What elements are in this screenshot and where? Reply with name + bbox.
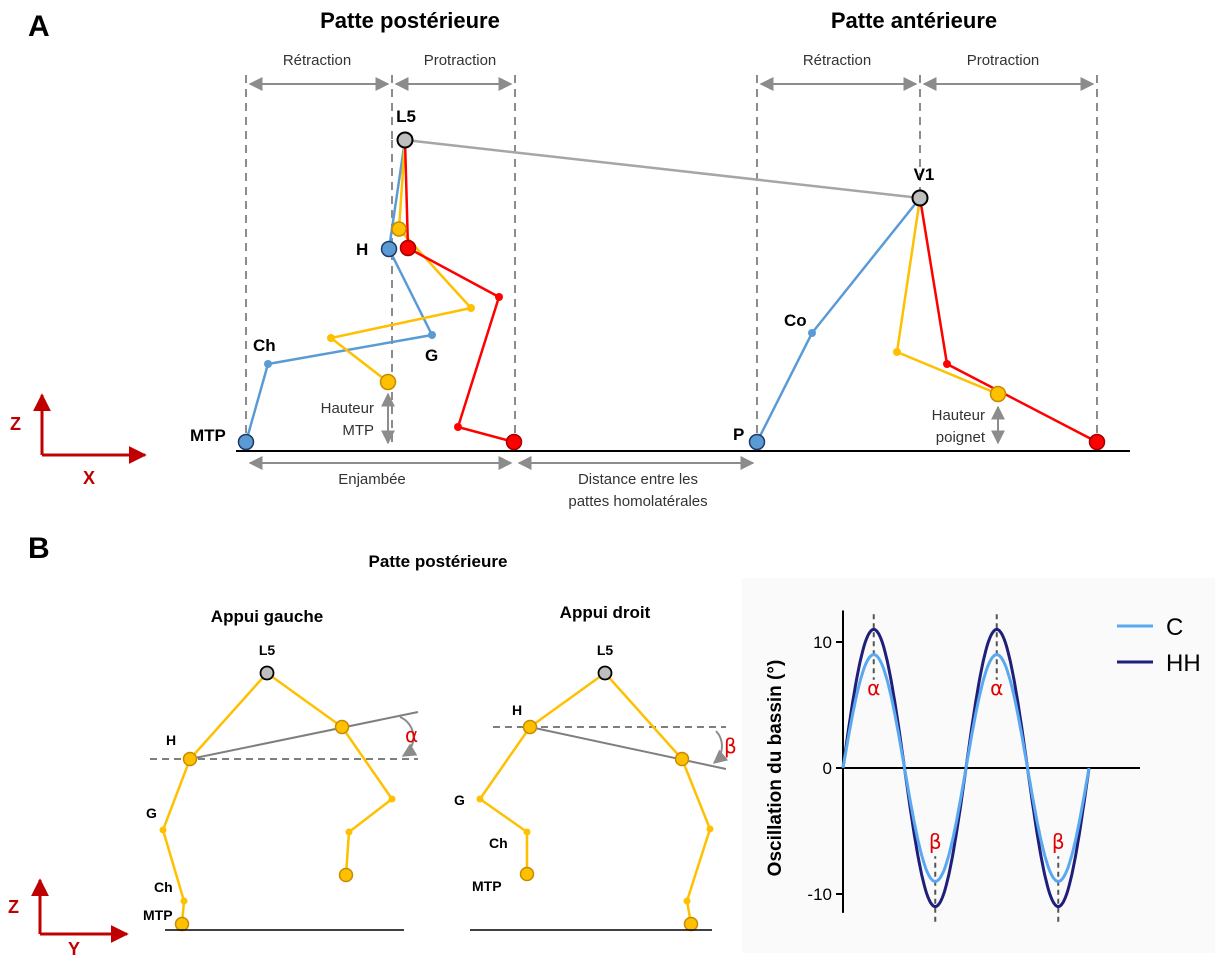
right-pelvis-line bbox=[529, 726, 727, 770]
dashed-guides bbox=[245, 75, 1098, 445]
axis-z-label: Z bbox=[10, 414, 21, 434]
appui-gauche-title: Appui gauche bbox=[211, 607, 323, 626]
fore-joints bbox=[748, 189, 1106, 451]
mtp-height-label-1: Hauteur bbox=[321, 400, 374, 417]
beta-annotation: β bbox=[1052, 830, 1065, 854]
stride-label: Enjambée bbox=[338, 471, 406, 488]
hind-limb-yellow bbox=[328, 139, 474, 383]
panel-a-letter: A bbox=[28, 10, 50, 43]
fore-limb-blue bbox=[755, 197, 921, 443]
label-l5: L5 bbox=[396, 107, 416, 126]
y-tick-label: -10 bbox=[807, 885, 832, 904]
panel-b: B Patte postérieure Appui gauche Appui d… bbox=[8, 532, 1215, 958]
panel-a: A Patte postérieure Patte antérieure Rét… bbox=[10, 8, 1130, 510]
label-h: H bbox=[356, 240, 368, 259]
axes-zx-icon bbox=[33, 393, 147, 464]
beta-label: β bbox=[724, 734, 737, 758]
wrist-height-label-2: poignet bbox=[936, 429, 986, 446]
fore-limb-title: Patte antérieure bbox=[831, 8, 997, 33]
chart-background bbox=[742, 578, 1215, 953]
y-tick-label: 10 bbox=[813, 633, 832, 652]
beta-arc bbox=[712, 730, 729, 764]
series-line-c bbox=[841, 653, 1091, 883]
fore-retraction-label: Rétraction bbox=[803, 52, 871, 69]
axis-y-label-b: Y bbox=[68, 939, 80, 958]
panel-b-letter: B bbox=[28, 532, 50, 565]
label-co: Co bbox=[784, 311, 807, 330]
hind-protraction-label: Protraction bbox=[424, 52, 497, 69]
left-label-ch: Ch bbox=[154, 879, 173, 895]
right-label-l5: L5 bbox=[597, 642, 614, 658]
alpha-annotation: α bbox=[990, 676, 1003, 700]
legend-label-hh: HH bbox=[1166, 650, 1201, 677]
panel-b-title: Patte postérieure bbox=[369, 552, 508, 571]
distance-label-2: pattes homolatérales bbox=[568, 493, 707, 510]
label-p: P bbox=[733, 425, 744, 444]
hind-retraction-label: Rétraction bbox=[283, 52, 351, 69]
alpha-arc bbox=[399, 716, 418, 757]
axes-zy-icon bbox=[31, 878, 129, 943]
appui-droit-title: Appui droit bbox=[560, 603, 651, 622]
alpha-annotation: α bbox=[867, 676, 880, 700]
axis-z-label-b: Z bbox=[8, 897, 19, 917]
left-pelvis-line bbox=[189, 711, 419, 760]
left-label-mtp: MTP bbox=[143, 907, 173, 923]
left-stance-joints bbox=[159, 665, 396, 932]
hind-joints bbox=[237, 131, 523, 451]
label-mtp: MTP bbox=[190, 426, 226, 445]
left-label-l5: L5 bbox=[259, 642, 276, 658]
right-label-mtp: MTP bbox=[472, 878, 502, 894]
y-axis-label: Oscillation du bassin (°) bbox=[765, 660, 786, 877]
alpha-label: α bbox=[405, 723, 418, 747]
right-label-h: H bbox=[512, 702, 522, 718]
hind-limb-blue bbox=[244, 139, 434, 443]
beta-annotation: β bbox=[929, 830, 942, 854]
right-label-g: G bbox=[454, 792, 465, 808]
left-stance-limbs bbox=[161, 671, 394, 925]
hind-limb-red bbox=[403, 139, 515, 444]
pelvic-oscillation-chart: 10 0 -10 Oscillation du bassin (°) α β α β C HH bbox=[765, 610, 1201, 922]
fore-protraction-label: Protraction bbox=[967, 52, 1040, 69]
wrist-height-label-1: Hauteur bbox=[932, 407, 985, 424]
label-v1: V1 bbox=[914, 165, 935, 184]
label-ch: Ch bbox=[253, 336, 276, 355]
fore-limb-red bbox=[918, 197, 1098, 444]
left-label-h: H bbox=[166, 732, 176, 748]
y-tick-label: 0 bbox=[823, 759, 832, 778]
hind-limb-title: Patte postérieure bbox=[320, 8, 500, 33]
label-g: G bbox=[425, 346, 438, 365]
axis-x-label: X bbox=[83, 468, 95, 488]
mtp-height-label-2: MTP bbox=[342, 422, 374, 439]
legend-label-c: C bbox=[1166, 614, 1183, 641]
right-stance-joints bbox=[476, 665, 714, 932]
l5-v1-link bbox=[404, 138, 921, 200]
distance-label-1: Distance entre les bbox=[578, 471, 698, 488]
right-label-ch: Ch bbox=[489, 835, 508, 851]
left-label-g: G bbox=[146, 805, 157, 821]
